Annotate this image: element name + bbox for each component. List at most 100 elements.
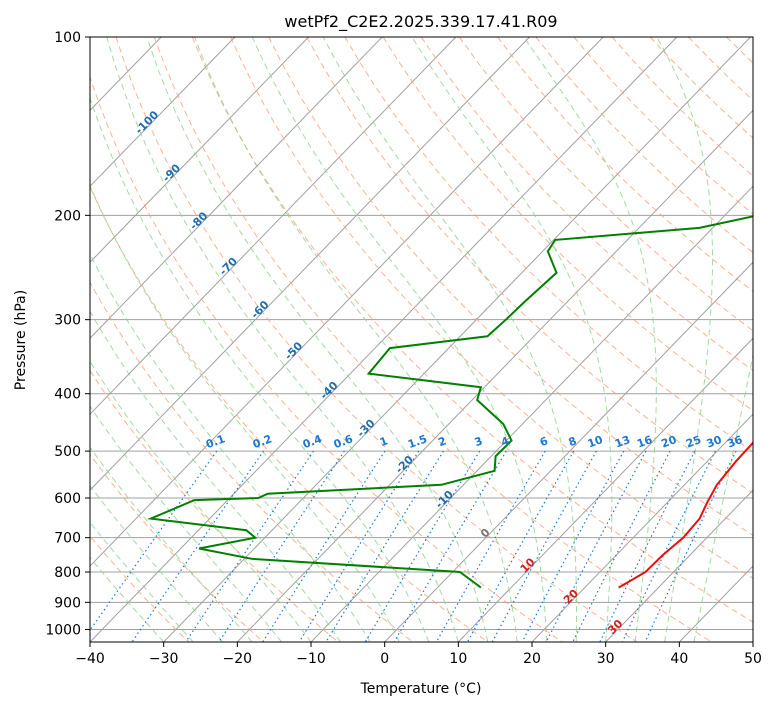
mixing-ratio-label: 16	[635, 433, 654, 451]
mixing-ratio-line	[599, 450, 696, 642]
mixing-ratio-label: 6	[538, 434, 550, 449]
mixing-ratio-label: 2	[436, 434, 448, 449]
moist-adiabat-line	[146, 37, 489, 642]
moist-adiabat-line	[90, 360, 312, 642]
isotherm-line	[90, 37, 530, 491]
adiabat-label: -60	[248, 298, 271, 321]
chart-title: wetPf2_C2E2.2025.339.17.41.R09	[284, 12, 557, 32]
dry-adiabat-line	[90, 453, 264, 642]
y-tick-label: 400	[54, 387, 81, 403]
isotherm-line	[605, 489, 753, 642]
mixing-ratio-line	[131, 450, 265, 642]
x-tick-label: −30	[149, 651, 179, 667]
y-axis-label: Pressure (hPa)	[13, 290, 29, 390]
mixing-ratio-line	[435, 450, 546, 642]
mixing-ratio-label: 10	[586, 433, 605, 451]
mixing-ratio-line	[491, 450, 597, 642]
isotherm-line	[90, 37, 604, 567]
x-tick-label: 50	[744, 651, 762, 667]
x-tick-label: −20	[223, 651, 253, 667]
isotherm-line	[236, 109, 753, 642]
dry-adiabat-line	[458, 37, 753, 332]
moist-adiabat-line	[90, 446, 253, 642]
mixing-ratio-line	[466, 450, 575, 642]
dewpoint-profile-line	[146, 215, 753, 589]
dry-adiabat-line	[230, 37, 753, 579]
dry-adiabat-line	[90, 369, 339, 642]
x-tick-label: 40	[670, 651, 688, 667]
mixing-ratio-label: 1	[378, 434, 390, 449]
dry-adiabat-line	[90, 185, 488, 642]
isotherm-line	[90, 37, 309, 263]
moist-adiabat-line	[106, 37, 459, 642]
isotherm-line	[384, 261, 753, 642]
moist-adiabat-line	[90, 252, 371, 642]
adiabat-label: -10	[433, 488, 456, 511]
dry-adiabat-line	[726, 37, 753, 64]
moist-adiabat-line	[90, 96, 430, 642]
y-axis-ticks: 100 200 300 400 500 600 700 800 900 1000	[45, 30, 90, 638]
mixing-ratio-label: 36	[725, 433, 744, 451]
moist-adiabat-line	[90, 310, 341, 642]
y-tick-label: 900	[54, 595, 81, 611]
x-tick-label: 0	[380, 651, 389, 667]
mixing-ratio-label: 0.2	[251, 432, 274, 451]
dry-adiabat-line	[765, 37, 775, 642]
moist-adiabat-line	[322, 37, 577, 642]
isotherm-line	[0, 37, 14, 642]
moist-adiabat-line	[656, 37, 713, 642]
moist-adiabat-line	[194, 37, 518, 642]
profile-series	[146, 215, 753, 589]
isotherm-line	[531, 413, 753, 642]
mixing-ratio-label: 8	[567, 434, 579, 449]
dry-adiabat-line	[153, 37, 712, 642]
mixing-ratio-line	[572, 450, 671, 642]
moist-adiabat-line	[693, 352, 753, 642]
adiabat-label: -80	[187, 209, 210, 232]
y-tick-label: 200	[54, 208, 81, 224]
moist-adiabat-line	[411, 37, 613, 642]
mixing-ratio-line	[545, 450, 647, 642]
x-axis-label: Temperature (°C)	[360, 681, 482, 697]
dry-adiabat-line	[420, 37, 753, 372]
mixing-ratio-label: 0.4	[301, 432, 324, 451]
mixing-ratio-line	[393, 450, 507, 642]
mixing-ratio-line	[218, 450, 345, 642]
dry-adiabat-line	[382, 37, 753, 412]
plot-frame	[89, 36, 754, 643]
mixing-ratio-line	[262, 450, 386, 642]
x-tick-label: 10	[449, 651, 467, 667]
isotherm-line	[90, 37, 457, 415]
moist-adiabat-line	[251, 37, 548, 642]
adiabat-label: 30	[605, 617, 625, 637]
temperature-profile-line	[618, 441, 753, 589]
dry-adiabat-line	[90, 281, 414, 642]
x-axis-ticks: −40 −30 −20 −10 0 10 20 30 40 50	[75, 642, 762, 667]
mixing-ratio-line	[185, 450, 314, 642]
dry-adiabat-line	[306, 37, 753, 494]
x-tick-label: 30	[597, 651, 615, 667]
mixing-ratio-line	[364, 450, 481, 642]
isotherm-line	[90, 37, 236, 188]
dry-adiabat-line	[344, 37, 753, 453]
mixing-ratio-label: 1.5	[406, 432, 429, 451]
dry-adiabat-line	[115, 37, 638, 642]
mixing-ratio-label: 20	[659, 433, 678, 451]
mixing-ratio-label: 13	[613, 433, 632, 450]
mixing-ratio-label: 0.1	[204, 432, 227, 451]
isotherm-line	[90, 37, 678, 642]
y-tick-label: 300	[54, 313, 81, 329]
moist-adiabat-line	[90, 405, 282, 642]
y-tick-label: 700	[54, 531, 81, 547]
y-tick-label: 1000	[45, 622, 81, 638]
dry-adiabat-line	[535, 37, 753, 254]
adiabat-label: 20	[561, 587, 581, 607]
dry-adiabat-line	[90, 75, 563, 642]
mixing-ratio-label: 30	[705, 433, 724, 451]
mixing-ratio-line	[90, 450, 218, 632]
background-lines	[0, 37, 775, 642]
mixing-ratio-line	[521, 450, 625, 642]
adiabat-label: -70	[217, 255, 240, 278]
